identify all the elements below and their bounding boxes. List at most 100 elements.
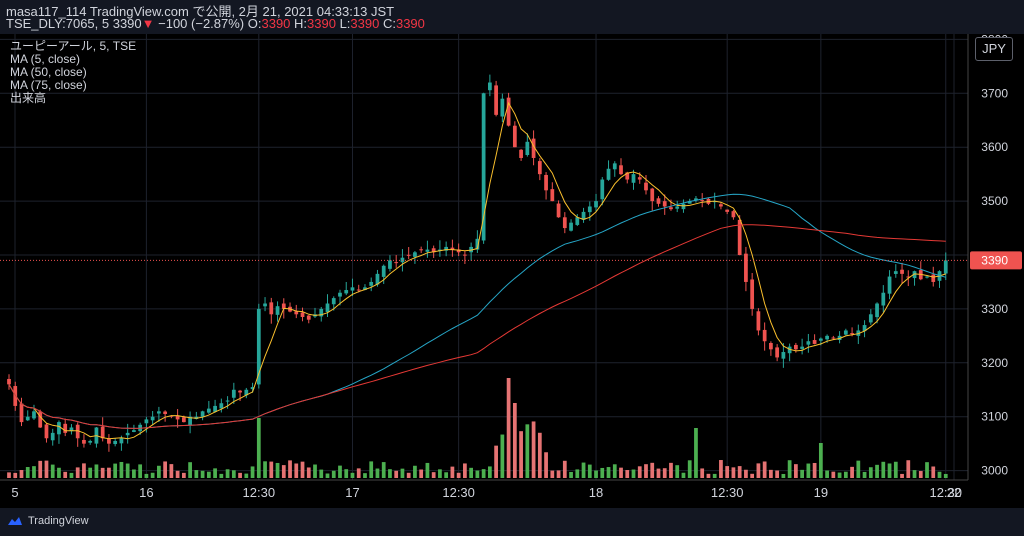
candle-body xyxy=(63,423,68,433)
candle-body xyxy=(544,174,548,191)
candle-body xyxy=(338,292,342,297)
volume-bar xyxy=(806,463,811,478)
publish-info: masa117_114 TradingView.com で公開, 2月 21, … xyxy=(6,4,395,19)
volume-bar xyxy=(394,470,399,478)
symbol-label: TSE_DLY:7065, 5 3390 xyxy=(6,16,142,31)
volume-bar xyxy=(918,471,923,478)
candle-body xyxy=(794,344,798,350)
volume-bar xyxy=(750,473,755,478)
candle-body xyxy=(119,438,124,444)
volume-bar xyxy=(206,471,211,478)
volume-bar xyxy=(737,466,742,478)
candle-body xyxy=(687,201,692,204)
candle-body xyxy=(812,340,817,344)
x-tick-label: 22 xyxy=(947,485,961,500)
volume-bar xyxy=(175,470,180,478)
volume-bar xyxy=(494,445,498,478)
candle-body xyxy=(775,347,780,358)
volume-bar xyxy=(231,470,236,478)
candle-body xyxy=(868,314,873,323)
volume-bar xyxy=(612,464,617,478)
y-tick-label: 3100 xyxy=(981,410,1008,424)
volume-bar xyxy=(769,469,773,478)
x-tick-label: 16 xyxy=(139,485,153,500)
volume-bar xyxy=(181,472,186,478)
low-label: L: xyxy=(335,16,351,31)
candle-body xyxy=(300,312,305,317)
candle-body xyxy=(818,338,823,341)
high-value: 3390 xyxy=(307,16,336,31)
candle-body xyxy=(656,198,661,204)
change-label: −100 (−2.87%) xyxy=(154,16,248,31)
volume-bar xyxy=(363,473,367,478)
volume-bar xyxy=(300,461,305,478)
currency-button[interactable]: JPY xyxy=(975,37,1013,61)
candle-body xyxy=(32,411,36,419)
candle-body xyxy=(281,303,286,309)
x-tick-label: 5 xyxy=(11,485,18,500)
volume-bar xyxy=(600,467,605,478)
candle-body xyxy=(344,290,349,294)
candle-body xyxy=(88,440,93,443)
volume-bar xyxy=(556,470,561,478)
volume-bar xyxy=(581,462,586,478)
volume-bar xyxy=(675,465,680,478)
volume-bar xyxy=(150,472,155,478)
brand-label: TradingView xyxy=(28,515,89,527)
x-tick-label: 19 xyxy=(814,485,828,500)
legend-ma50[interactable]: MA (50, close) xyxy=(10,65,87,79)
candle-body xyxy=(712,201,717,203)
volume-bar xyxy=(94,464,99,478)
candle-body xyxy=(837,335,842,341)
volume-bar xyxy=(587,464,592,478)
volume-bar xyxy=(388,469,392,478)
high-label: H: xyxy=(290,16,308,31)
volume-bar xyxy=(50,464,55,478)
candle-body xyxy=(519,149,523,158)
candle-body xyxy=(263,303,267,307)
volume-bar xyxy=(862,471,867,478)
candle-body xyxy=(881,292,886,306)
legend-ma5[interactable]: MA (5, close) xyxy=(10,52,81,66)
volume-bar xyxy=(925,462,929,478)
volume-bar xyxy=(875,464,879,478)
volume-bar xyxy=(331,470,336,478)
tradingview-logo[interactable]: TradingView xyxy=(6,515,89,527)
candle-body xyxy=(132,430,136,432)
candle-body xyxy=(157,411,161,414)
legend-ma75[interactable]: MA (75, close) xyxy=(10,78,87,92)
volume-bar xyxy=(344,469,349,478)
candle-body xyxy=(587,206,592,213)
candle-body xyxy=(506,97,511,126)
volume-bar xyxy=(881,461,886,478)
volume-bar xyxy=(937,471,942,478)
candle-body xyxy=(244,389,249,396)
volume-bar xyxy=(356,468,361,478)
candle-body xyxy=(381,265,386,277)
legend-volume[interactable]: 出来高 xyxy=(10,91,47,105)
candle-body xyxy=(737,219,742,255)
candle-body xyxy=(906,276,911,278)
volume-bar xyxy=(656,468,661,478)
volume-bar xyxy=(256,418,261,478)
volume-bar xyxy=(313,464,317,478)
candle-body xyxy=(487,82,492,91)
volume-bar xyxy=(775,470,780,478)
candle-body xyxy=(481,93,486,241)
candle-body xyxy=(631,174,636,183)
candle-body xyxy=(188,416,192,426)
volume-bar xyxy=(725,466,730,478)
volume-bar xyxy=(381,462,386,478)
candle-body xyxy=(512,125,517,148)
candle-body xyxy=(562,217,567,229)
volume-bar xyxy=(481,469,486,478)
x-tick-label: 17 xyxy=(345,485,359,500)
candle-body xyxy=(113,440,118,445)
volume-bar xyxy=(550,470,555,478)
volume-bar xyxy=(906,460,911,478)
volume-bar xyxy=(912,470,917,478)
price-tag: 3390 xyxy=(0,251,1022,270)
candle-body xyxy=(531,138,536,158)
x-tick-label: 12:30 xyxy=(243,485,276,500)
